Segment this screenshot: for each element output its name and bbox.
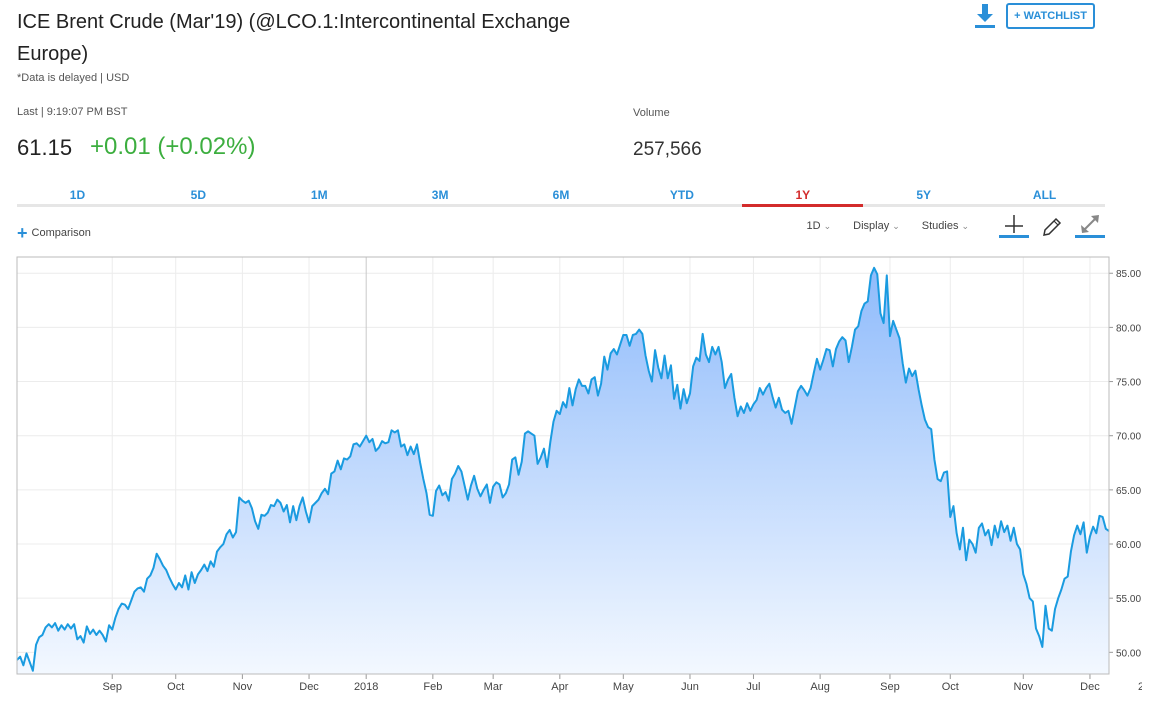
x-tick-label: Oct bbox=[942, 681, 959, 693]
watchlist-button[interactable]: + WATCHLIST bbox=[1006, 3, 1095, 29]
x-tick-label: Dec bbox=[299, 681, 319, 693]
display-label: Display bbox=[853, 220, 890, 232]
tab-1d[interactable]: 1D bbox=[69, 188, 86, 202]
y-tick-label: 75.00 bbox=[1116, 378, 1141, 389]
x-tick-label: Jun bbox=[681, 681, 699, 693]
interval-label: 1D bbox=[806, 220, 821, 232]
tab-1y[interactable]: 1Y bbox=[742, 184, 864, 207]
comparison-label: Comparison bbox=[31, 227, 91, 239]
tab-6m[interactable]: 6M bbox=[552, 188, 570, 202]
comparison-button[interactable]: + Comparison bbox=[17, 223, 91, 243]
draw-tool[interactable] bbox=[1037, 214, 1067, 238]
delay-note: *Data is delayed | USD bbox=[17, 72, 130, 84]
chevron-down-icon: ⌄ bbox=[892, 220, 900, 231]
chevron-down-icon: ⌄ bbox=[823, 220, 832, 231]
plus-icon: + bbox=[17, 223, 28, 243]
tab-1m[interactable]: 1M bbox=[310, 188, 328, 202]
chevron-down-icon: ⌄ bbox=[961, 220, 969, 231]
expand-tool[interactable] bbox=[1075, 214, 1105, 238]
x-tick-label: Jul bbox=[746, 681, 760, 693]
x-tick-label: 2018 bbox=[354, 681, 378, 693]
y-tick-label: 60.00 bbox=[1116, 540, 1141, 551]
interval-dropdown[interactable]: 1D ⌄ bbox=[807, 220, 832, 232]
page-title: ICE Brent Crude (Mar'19) (@LCO.1:Interco… bbox=[17, 11, 571, 65]
y-tick-label: 50.00 bbox=[1116, 648, 1141, 659]
x-tick-label: Feb bbox=[423, 681, 442, 693]
x-tick-label: 2019 bbox=[1138, 681, 1142, 693]
tab-5y[interactable]: 5Y bbox=[916, 188, 932, 202]
last-trade-label: Last | 9:19:07 PM BST bbox=[17, 106, 128, 118]
price-chart-svg[interactable]: 50.00 55.00 60.00 65.00 70.00 75.00 80.00 85.00… bbox=[16, 256, 1142, 700]
x-tick-label: Nov bbox=[1014, 681, 1034, 693]
x-tick-label: Mar bbox=[484, 681, 503, 693]
expand-icon bbox=[1081, 215, 1099, 233]
crosshair-tool[interactable] bbox=[999, 214, 1029, 238]
x-tick-label: Oct bbox=[167, 681, 184, 693]
volume-label: Volume bbox=[633, 107, 670, 119]
tab-5d[interactable]: 5D bbox=[190, 188, 206, 202]
header-actions: + WATCHLIST bbox=[974, 3, 1095, 29]
x-tick-label: Dec bbox=[1080, 681, 1100, 693]
download-icon[interactable] bbox=[974, 3, 996, 29]
y-tick-label: 80.00 bbox=[1116, 323, 1141, 334]
x-tick-label: May bbox=[613, 681, 634, 693]
tab-ytd[interactable]: YTD bbox=[669, 188, 694, 202]
plot-border bbox=[16, 256, 1110, 675]
tab-all[interactable]: ALL bbox=[1032, 188, 1057, 202]
range-tabs: 1D 5D 1M 3M 6M YTD 1Y 5Y ALL bbox=[17, 184, 1105, 207]
studies-label: Studies bbox=[921, 220, 959, 232]
volume-value: 257,566 bbox=[633, 139, 702, 160]
y-tick-label: 55.00 bbox=[1116, 594, 1141, 605]
price-area bbox=[17, 267, 1109, 674]
pencil-icon bbox=[1043, 217, 1062, 236]
last-price: 61.15 bbox=[17, 135, 73, 160]
x-tick-label: Aug bbox=[810, 681, 830, 693]
price-chart[interactable]: 50.00 55.00 60.00 65.00 70.00 75.00 80.00 85.00… bbox=[16, 256, 1142, 700]
crosshair-icon bbox=[1005, 215, 1023, 233]
display-dropdown[interactable]: Display ⌄ bbox=[853, 220, 900, 232]
x-tick-label: Sep bbox=[102, 681, 122, 693]
price-change: +0.01 (+0.02%) bbox=[90, 133, 256, 160]
chart-toolbar: 1D ⌄ Display ⌄ Studies ⌄ bbox=[807, 214, 1105, 238]
studies-dropdown[interactable]: Studies ⌄ bbox=[922, 220, 969, 232]
y-tick-label: 65.00 bbox=[1116, 486, 1141, 497]
x-tick-label: Sep bbox=[880, 681, 900, 693]
y-tick-label: 70.00 bbox=[1116, 432, 1141, 443]
y-tick-label: 85.00 bbox=[1116, 269, 1141, 280]
price-line bbox=[16, 266, 1110, 672]
x-tick-label: Apr bbox=[551, 681, 568, 693]
tab-3m[interactable]: 3M bbox=[431, 188, 449, 202]
x-tick-label: Nov bbox=[233, 681, 253, 693]
